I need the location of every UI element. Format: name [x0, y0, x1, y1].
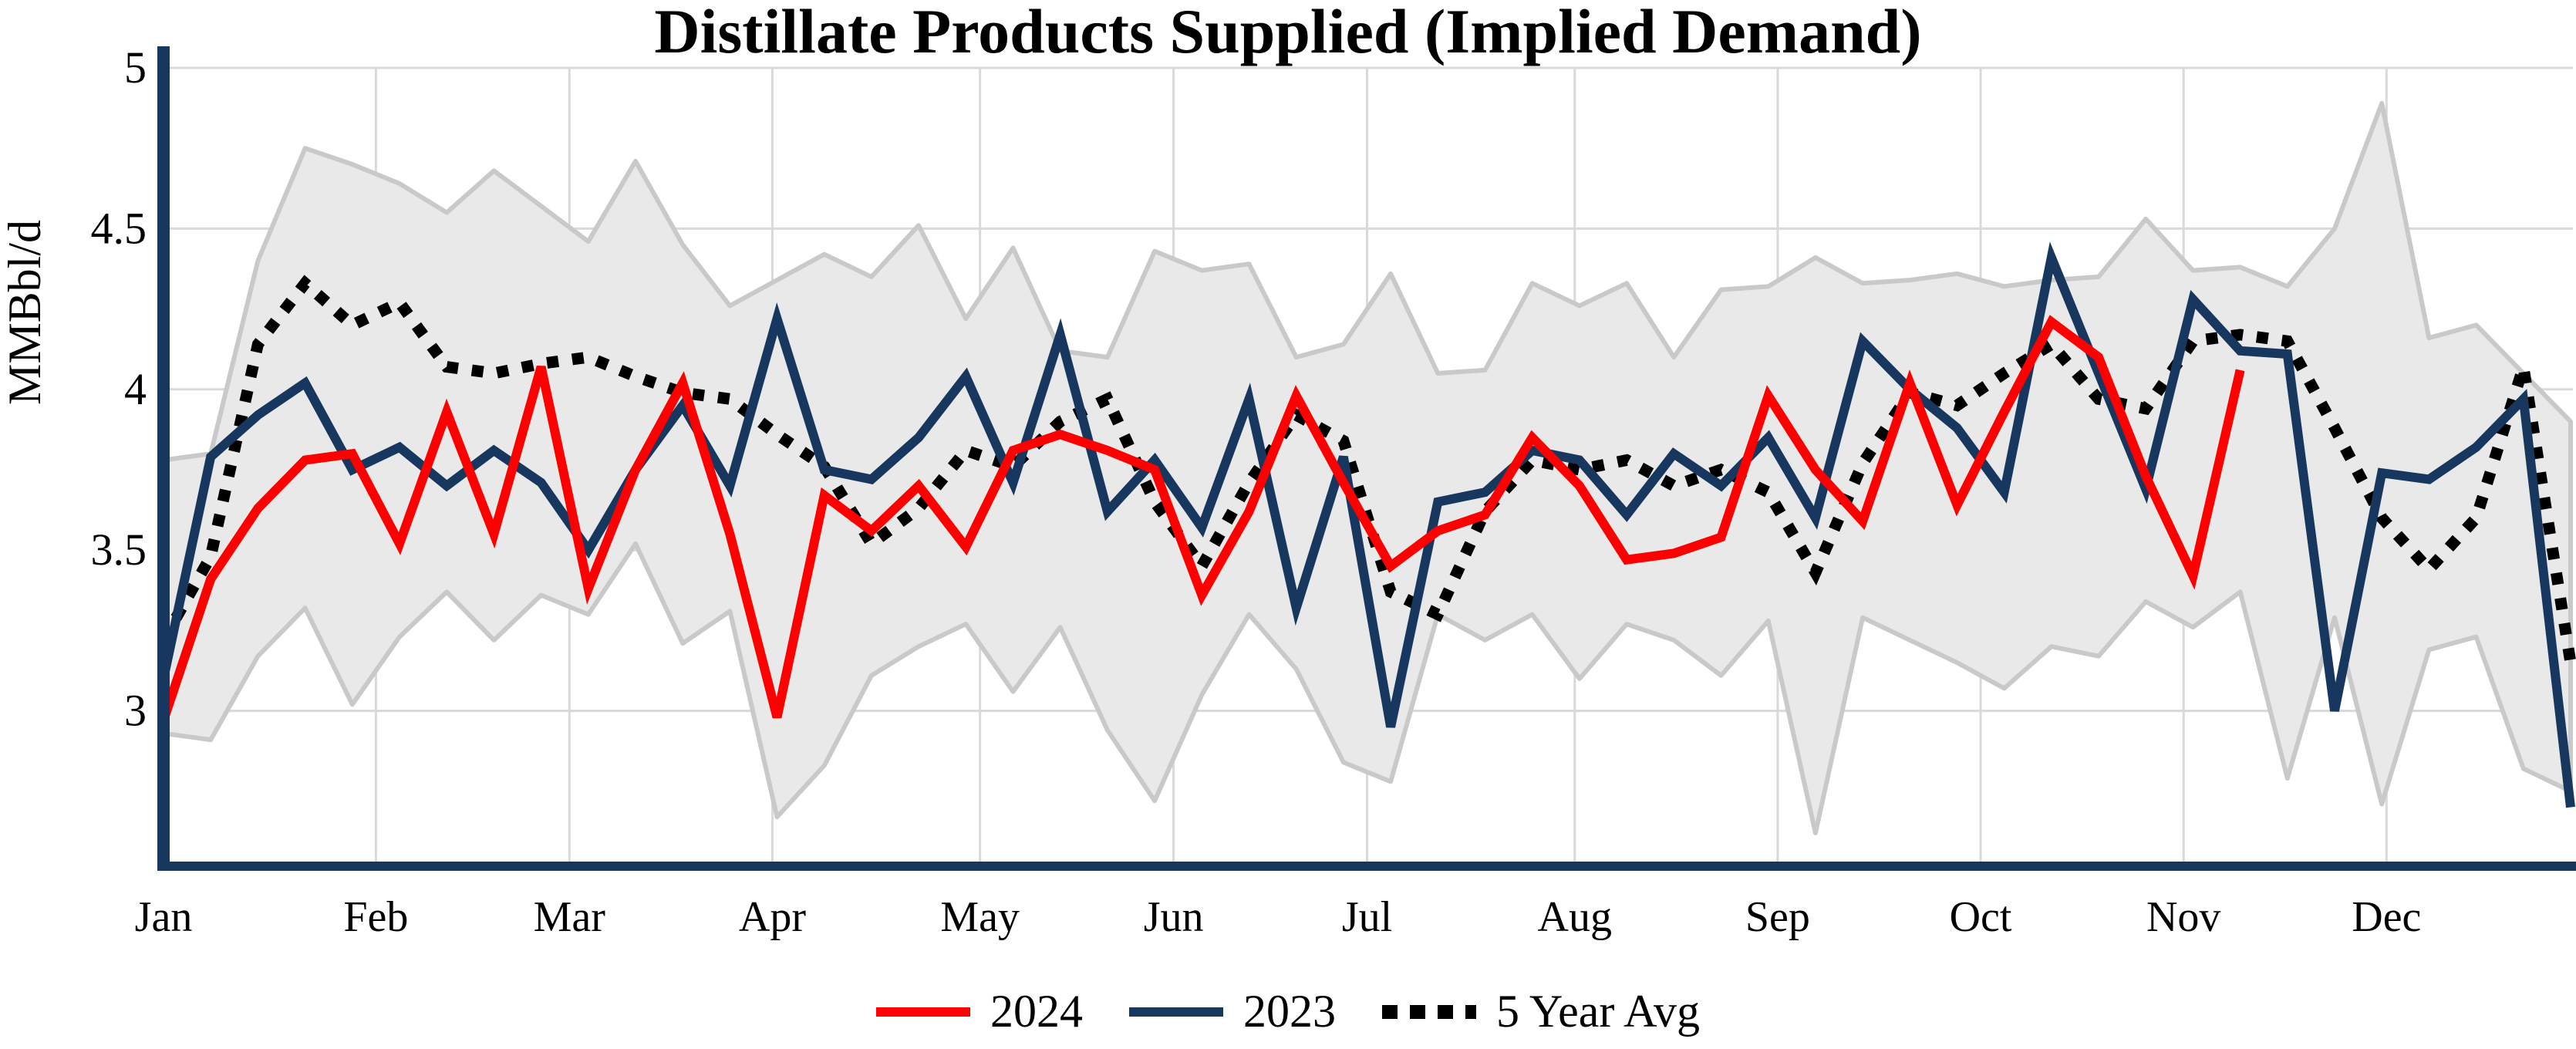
y-axis-label: MMBbl/d — [0, 220, 50, 405]
legend-label-5yr-avg: 5 Year Avg — [1496, 986, 1700, 1037]
legend-item-5yr-avg: 5 Year Avg — [1382, 985, 1700, 1038]
legend: 2024 2023 5 Year Avg — [0, 985, 2576, 1038]
x-tick-label-jan: Jan — [135, 893, 193, 941]
navy-line-swatch-icon — [1129, 1007, 1224, 1017]
legend-item-2024: 2024 — [876, 985, 1083, 1038]
y-tick-label: 4 — [124, 364, 147, 414]
y-tick-label: 3.5 — [91, 524, 147, 575]
dashed-line-swatch-icon — [1382, 1004, 1477, 1019]
red-line-swatch-icon — [876, 1007, 971, 1017]
y-tick-label: 3 — [124, 686, 147, 736]
x-tick-label-apr: Apr — [739, 893, 806, 941]
x-tick-label-oct: Oct — [1950, 893, 2012, 941]
x-tick-label-feb: Feb — [343, 893, 408, 941]
x-tick-label-aug: Aug — [1538, 893, 1612, 941]
line-2023 — [159, 241, 2575, 808]
legend-item-2023: 2023 — [1129, 985, 1336, 1038]
y-tick-label: 5 — [124, 42, 147, 93]
y-axis-line — [157, 46, 170, 871]
x-tick-label-sep: Sep — [1745, 893, 1810, 941]
x-tick-label-may: May — [940, 893, 1020, 941]
x-tick-label-jun: Jun — [1144, 893, 1204, 941]
legend-label-2024: 2024 — [990, 986, 1084, 1037]
chart-title: Distillate Products Supplied (Implied De… — [654, 0, 1922, 66]
y-tick-label: 4.5 — [91, 203, 147, 253]
line-2024 — [159, 315, 2245, 722]
x-tick-label-nov: Nov — [2146, 893, 2220, 941]
x-tick-label-dec: Dec — [2352, 893, 2421, 941]
legend-label-2023: 2023 — [1243, 986, 1337, 1037]
x-tick-label-mar: Mar — [534, 893, 606, 941]
x-tick-label-jul: Jul — [1342, 893, 1392, 941]
x-axis-line — [157, 862, 2576, 871]
